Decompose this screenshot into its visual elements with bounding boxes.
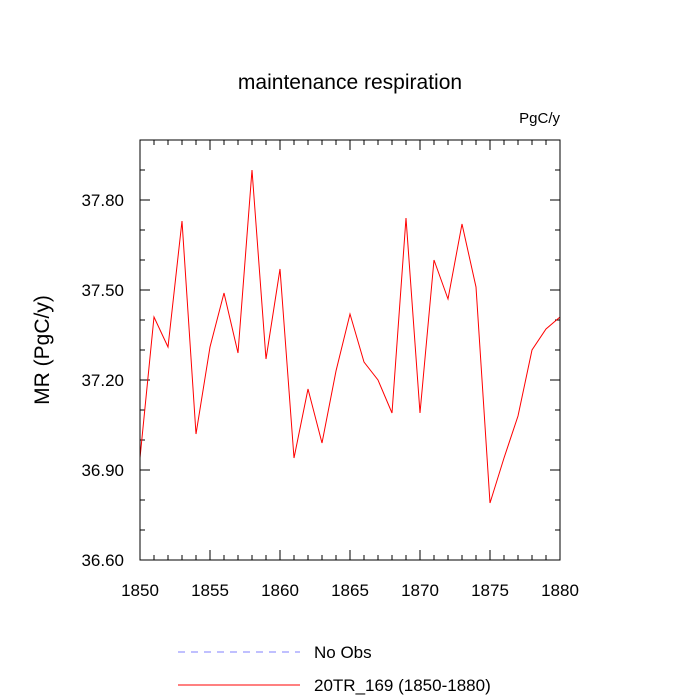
x-tick-label: 1855 xyxy=(191,581,229,600)
axis-ticks xyxy=(139,139,561,561)
x-tick-label: 1880 xyxy=(541,581,579,600)
chart-title: maintenance respiration xyxy=(238,71,462,94)
y-tick-labels: 36.60 36.90 37.20 37.50 37.80 xyxy=(81,191,124,570)
x-tick-labels: 1850 1855 1860 1865 1870 1875 1880 xyxy=(121,581,579,600)
series-layer xyxy=(139,169,561,504)
x-tick-label: 1870 xyxy=(401,581,439,600)
y-tick-label: 36.60 xyxy=(81,551,124,570)
y-tick-label: 37.50 xyxy=(81,281,124,300)
plot-frame xyxy=(139,139,561,561)
x-tick-label: 1850 xyxy=(121,581,159,600)
x-tick-label: 1860 xyxy=(261,581,299,600)
y-tick-label: 37.20 xyxy=(81,371,124,390)
y-tick-label: 37.80 xyxy=(81,191,124,210)
legend-label-20tr-169: 20TR_169 (1850-1880) xyxy=(314,676,491,695)
units-label: PgC/y xyxy=(519,110,560,127)
series-line-20tr-169 xyxy=(139,169,561,504)
y-axis-label: MR (PgC/y) xyxy=(31,295,54,405)
legend-label-no-obs: No Obs xyxy=(314,643,372,662)
y-tick-label: 36.90 xyxy=(81,461,124,480)
x-tick-label: 1865 xyxy=(331,581,369,600)
legend: No Obs 20TR_169 (1850-1880) xyxy=(178,643,491,695)
x-tick-label: 1875 xyxy=(471,581,509,600)
